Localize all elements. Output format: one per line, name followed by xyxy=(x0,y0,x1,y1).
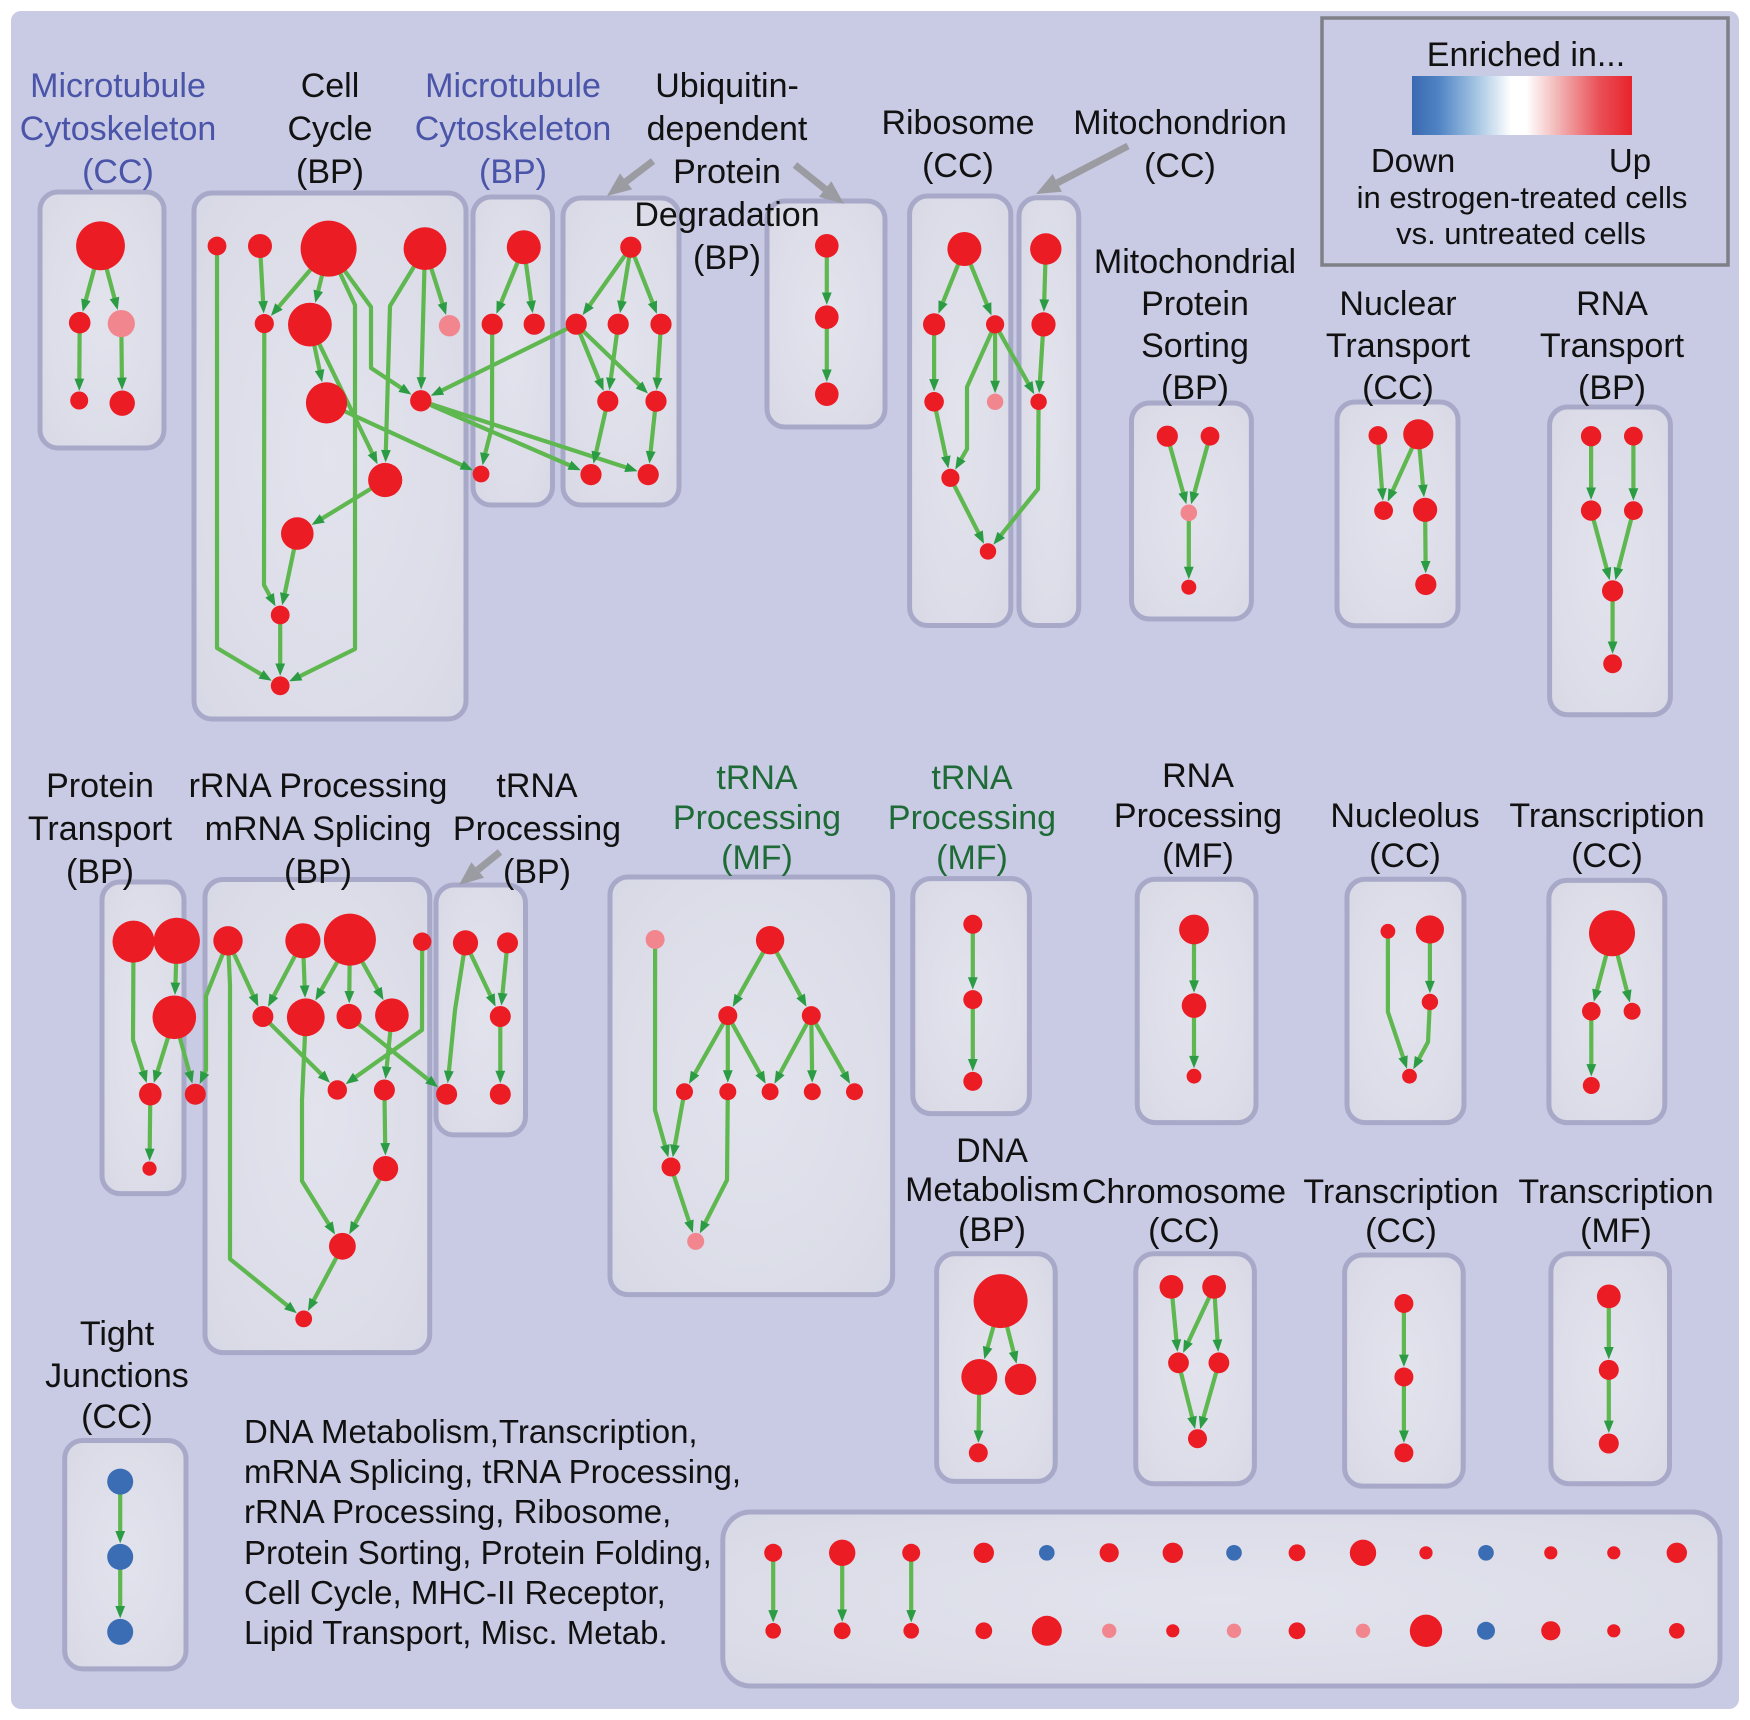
svg-text:Transcription: Transcription xyxy=(1303,1173,1498,1211)
svg-text:Cell Cycle, MHC-II Receptor,: Cell Cycle, MHC-II Receptor, xyxy=(244,1574,666,1611)
svg-text:tRNA: tRNA xyxy=(496,767,578,805)
svg-text:Processing: Processing xyxy=(673,799,841,837)
svg-text:vs. untreated cells: vs. untreated cells xyxy=(1396,216,1646,251)
svg-text:mRNA Splicing, tRNA Processing: mRNA Splicing, tRNA Processing, xyxy=(244,1453,741,1490)
svg-text:Metabolism: Metabolism xyxy=(905,1171,1079,1209)
svg-text:Transport: Transport xyxy=(1326,327,1471,365)
svg-text:Processing: Processing xyxy=(1114,797,1282,835)
svg-text:Protein Sorting, Protein Foldi: Protein Sorting, Protein Folding, xyxy=(244,1534,712,1571)
svg-text:Microtubule: Microtubule xyxy=(30,67,206,105)
svg-text:Mitochondrial: Mitochondrial xyxy=(1094,243,1296,281)
svg-text:Transcription: Transcription xyxy=(1518,1173,1713,1211)
svg-text:mRNA Splicing: mRNA Splicing xyxy=(205,810,432,848)
svg-text:(CC): (CC) xyxy=(82,153,154,191)
svg-text:dependent: dependent xyxy=(647,110,808,148)
svg-text:Degradation: Degradation xyxy=(634,196,819,234)
svg-text:(CC): (CC) xyxy=(1369,837,1441,875)
svg-text:Processing: Processing xyxy=(888,799,1056,837)
svg-text:(BP): (BP) xyxy=(296,153,364,191)
svg-text:(CC): (CC) xyxy=(1148,1212,1220,1250)
svg-text:Lipid Transport, Misc. Metab.: Lipid Transport, Misc. Metab. xyxy=(244,1614,668,1651)
svg-text:(MF): (MF) xyxy=(936,839,1008,877)
svg-text:Junctions: Junctions xyxy=(45,1357,189,1395)
svg-text:Up: Up xyxy=(1609,142,1651,179)
svg-text:Transcription: Transcription xyxy=(1509,797,1704,835)
svg-text:(BP): (BP) xyxy=(693,239,761,277)
svg-text:(MF): (MF) xyxy=(1162,837,1234,875)
svg-text:Ribosome: Ribosome xyxy=(881,104,1034,142)
svg-text:Enriched in...: Enriched in... xyxy=(1427,36,1625,74)
svg-text:(MF): (MF) xyxy=(1580,1212,1652,1250)
svg-text:DNA: DNA xyxy=(956,1132,1028,1170)
svg-text:Mitochondrion: Mitochondrion xyxy=(1073,104,1287,142)
svg-text:Nucleolus: Nucleolus xyxy=(1330,797,1479,835)
svg-text:Cycle: Cycle xyxy=(287,110,372,148)
svg-text:rRNA Processing, Ribosome,: rRNA Processing, Ribosome, xyxy=(244,1493,671,1530)
svg-text:Protein: Protein xyxy=(46,767,154,805)
svg-text:Down: Down xyxy=(1371,142,1455,179)
svg-text:Transport: Transport xyxy=(28,810,173,848)
svg-text:Sorting: Sorting xyxy=(1141,327,1249,365)
svg-text:(MF): (MF) xyxy=(721,839,793,877)
svg-text:(CC): (CC) xyxy=(1571,837,1643,875)
svg-text:Transport: Transport xyxy=(1540,327,1685,365)
svg-text:rRNA Processing: rRNA Processing xyxy=(189,767,448,805)
svg-text:tRNA: tRNA xyxy=(716,759,798,797)
svg-text:(CC): (CC) xyxy=(1365,1212,1437,1250)
svg-text:Processing: Processing xyxy=(453,810,621,848)
svg-text:Ubiquitin-: Ubiquitin- xyxy=(655,67,799,105)
svg-text:Cytoskeleton: Cytoskeleton xyxy=(20,110,217,148)
svg-text:(CC): (CC) xyxy=(1144,147,1216,185)
svg-text:Chromosome: Chromosome xyxy=(1082,1173,1286,1211)
svg-text:(BP): (BP) xyxy=(284,853,352,891)
svg-text:DNA Metabolism,Transcription,: DNA Metabolism,Transcription, xyxy=(244,1413,698,1450)
svg-text:(CC): (CC) xyxy=(1362,369,1434,407)
svg-text:Microtubule: Microtubule xyxy=(425,67,601,105)
svg-text:Protein: Protein xyxy=(1141,285,1249,323)
svg-text:Cell: Cell xyxy=(301,67,360,105)
svg-text:(BP): (BP) xyxy=(503,853,571,891)
svg-text:(CC): (CC) xyxy=(81,1398,153,1436)
svg-text:(BP): (BP) xyxy=(1578,369,1646,407)
svg-text:in estrogen-treated cells: in estrogen-treated cells xyxy=(1357,180,1688,215)
svg-text:RNA: RNA xyxy=(1162,757,1234,795)
svg-text:(BP): (BP) xyxy=(958,1211,1026,1249)
svg-text:(BP): (BP) xyxy=(1161,369,1229,407)
svg-text:(CC): (CC) xyxy=(922,147,994,185)
svg-text:Tight: Tight xyxy=(80,1315,155,1353)
svg-text:RNA: RNA xyxy=(1576,285,1648,323)
svg-text:Nuclear: Nuclear xyxy=(1339,285,1456,323)
svg-text:(BP): (BP) xyxy=(66,853,134,891)
svg-text:Protein: Protein xyxy=(673,153,781,191)
svg-text:Cytoskeleton: Cytoskeleton xyxy=(415,110,612,148)
svg-text:(BP): (BP) xyxy=(479,153,547,191)
svg-text:tRNA: tRNA xyxy=(931,759,1013,797)
